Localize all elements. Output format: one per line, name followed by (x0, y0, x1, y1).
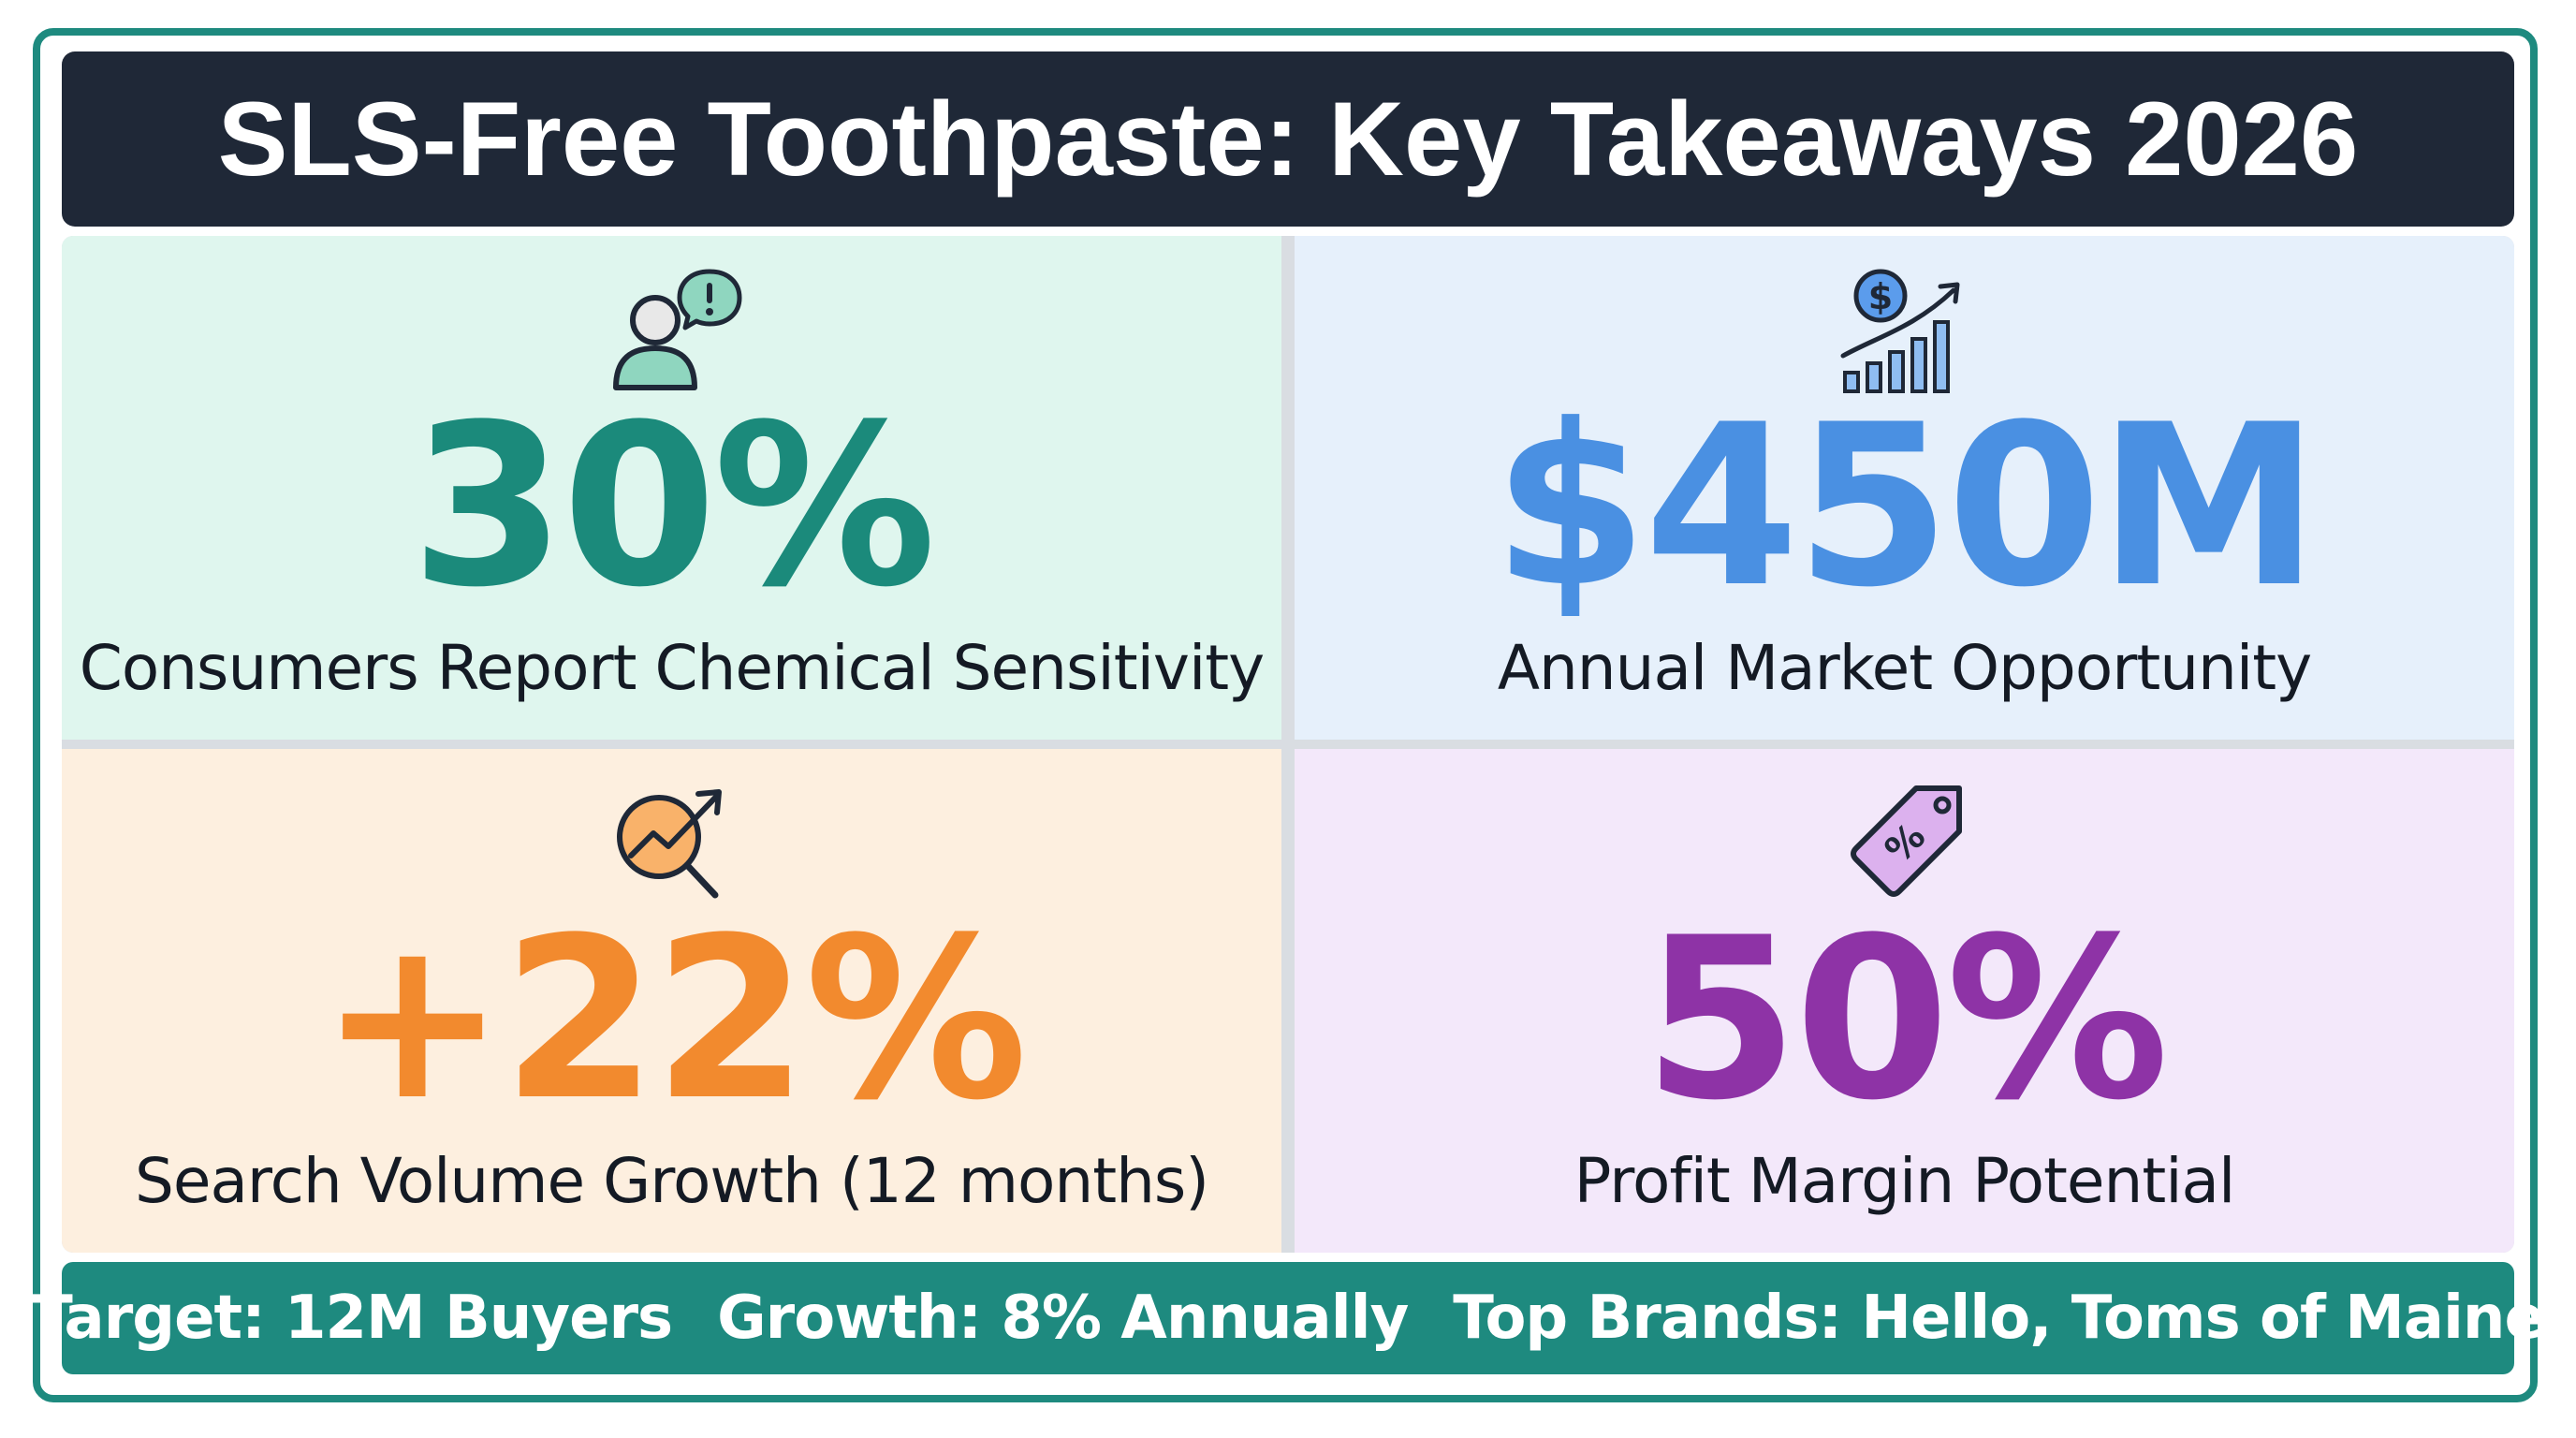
stat-label: Search Volume Growth (12 months) (134, 1145, 1209, 1217)
search-trend-icon (597, 775, 747, 916)
percent-tag-icon: % (1830, 775, 1980, 916)
footer-growth: Growth: 8% Annually (717, 1284, 1409, 1353)
stat-card-chemical-sensitivity: 30% Consumers Report Chemical Sensitivit… (62, 236, 1281, 740)
footer-brands: Top Brands: Hello, Toms of Maine (1453, 1284, 2545, 1353)
person-alert-icon (597, 262, 747, 403)
stat-value: $450M (1492, 377, 2320, 637)
page-title: SLS-Free Toothpaste: Key Takeaways 2026 (217, 81, 2359, 198)
dollar-growth-chart-icon: $ (1830, 262, 1980, 403)
stat-card-market-opportunity: $ $450M Annual Market Opportunity (1295, 236, 2514, 740)
title-banner: SLS-Free Toothpaste: Key Takeaways 2026 (62, 51, 2514, 227)
footer-target: Target: 12M Buyers (32, 1284, 673, 1353)
stat-label: Annual Market Opportunity (1497, 632, 2312, 704)
stat-value: +22% (318, 890, 1028, 1150)
stat-label: Profit Margin Potential (1573, 1145, 2236, 1217)
stat-card-search-growth: +22% Search Volume Growth (12 months) (62, 749, 1281, 1253)
stat-label: Consumers Report Chemical Sensitivity (79, 632, 1265, 704)
stat-card-profit-margin: % 50% Profit Margin Potential (1295, 749, 2514, 1253)
stat-value: 50% (1643, 890, 2170, 1150)
stats-grid: 30% Consumers Report Chemical Sensitivit… (62, 236, 2514, 1253)
summary-footer: Target: 12M Buyers Growth: 8% Annually T… (32, 1262, 2545, 1374)
svg-text:$: $ (1867, 276, 1892, 317)
stat-value: 30% (410, 377, 937, 637)
